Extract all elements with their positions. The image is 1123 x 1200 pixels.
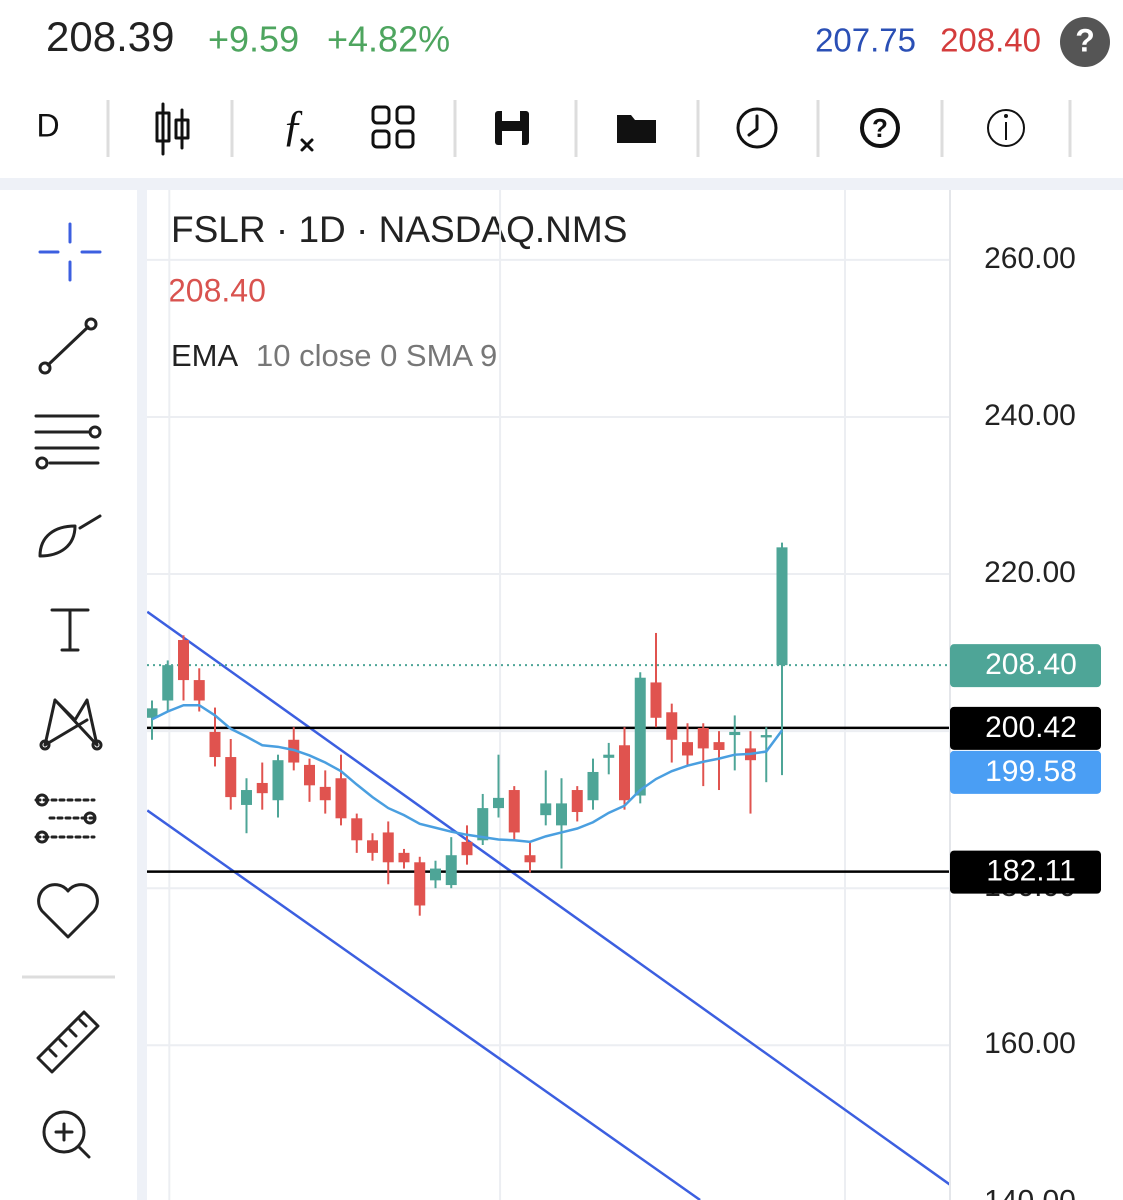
candle-body — [729, 731, 741, 736]
help-icon[interactable]: ? — [860, 108, 900, 148]
y-tick-label: 140.00 — [984, 1184, 1076, 1200]
candle-body — [713, 742, 725, 750]
brush-tool[interactable] — [38, 514, 102, 558]
zoom-tool[interactable] — [42, 1110, 91, 1159]
indicators-icon[interactable]: ƒ — [282, 101, 304, 150]
candle-body — [193, 680, 205, 701]
measure-tool[interactable] — [36, 1010, 100, 1074]
save-icon[interactable] — [495, 111, 529, 145]
candle-body — [367, 840, 378, 853]
candle-body — [540, 803, 552, 816]
candle-body — [304, 764, 315, 786]
clock-icon[interactable] — [736, 107, 778, 149]
candle-body — [414, 862, 426, 906]
change-pct: +4.82% — [327, 19, 450, 60]
candle-body — [319, 786, 331, 801]
candle-body — [508, 790, 520, 833]
price-tag-label: 182.11 — [986, 855, 1076, 888]
candle-body — [493, 797, 504, 809]
chart: 140.00160.00180.00200.00220.00240.00260.… — [147, 190, 1101, 1200]
trend-line — [147, 610, 950, 1187]
candle-body — [256, 782, 268, 794]
candle-body — [603, 754, 615, 758]
interval[interactable]: D — [36, 107, 59, 143]
candle-body — [477, 808, 489, 841]
indicator-line — [151, 703, 784, 844]
chart-title: FSLR · 1D · NASDAQ.NMS — [171, 209, 627, 250]
fib-tool[interactable] — [34, 793, 97, 844]
candle-body — [241, 790, 252, 805]
text-tool[interactable] — [50, 608, 90, 652]
ask: 208.40 — [940, 22, 1041, 59]
candle-body — [571, 790, 583, 813]
hlines-tool[interactable] — [34, 414, 102, 470]
indicators-icon-x — [300, 138, 314, 152]
price-tag — [950, 644, 1101, 688]
price-tag-label: 200.42 — [985, 711, 1077, 744]
price-tag-label: 199.58 — [985, 755, 1077, 788]
candle-body — [619, 745, 630, 801]
price-tag — [950, 850, 1101, 894]
help-button[interactable] — [1060, 17, 1110, 67]
pattern-tool[interactable] — [39, 698, 103, 751]
indicator-params: 10 close 0 SMA 9 — [256, 338, 497, 373]
crosshair-tool[interactable] — [38, 222, 102, 282]
candle-body — [430, 868, 441, 881]
separator — [0, 178, 1123, 190]
change: +9.59 — [208, 19, 299, 60]
chart-type-icon[interactable] — [155, 102, 190, 156]
candle-body — [776, 547, 788, 666]
help-text: ? — [1075, 22, 1095, 58]
indicator-name: EMA — [171, 338, 239, 373]
candle-body — [272, 760, 284, 801]
candle-body — [760, 735, 772, 738]
y-tick-label: 160.00 — [984, 1027, 1076, 1060]
candle-body — [398, 852, 410, 863]
price-tag — [950, 706, 1101, 750]
candle-body — [666, 712, 678, 740]
svg-text:?: ? — [872, 113, 888, 143]
line-tool[interactable] — [38, 317, 98, 375]
candle-body — [225, 757, 237, 798]
bid: 207.75 — [815, 22, 916, 59]
candle-body — [445, 855, 457, 886]
y-tick-label: 240.00 — [984, 399, 1076, 432]
candle-body — [178, 640, 189, 681]
layout-icon[interactable] — [371, 105, 415, 149]
candle-body — [351, 818, 363, 841]
trend-line — [147, 809, 701, 1200]
candle-body — [682, 742, 693, 756]
candle-body — [209, 731, 221, 758]
candle-body — [650, 682, 662, 718]
y-tick-label: 260.00 — [984, 242, 1076, 275]
last-price: 208.39 — [46, 13, 174, 60]
info-icon[interactable] — [987, 109, 1025, 147]
price-tag — [950, 750, 1101, 794]
candle-body — [587, 771, 599, 801]
price-tag-label: 208.40 — [985, 648, 1077, 681]
separator — [137, 190, 147, 1200]
candle-body — [461, 841, 473, 856]
open-icon[interactable] — [617, 115, 656, 143]
legend-price: 208.40 — [168, 272, 266, 308]
favorites-tool[interactable] — [37, 883, 99, 939]
candle-body — [556, 803, 567, 826]
toolbar-separators — [106, 100, 1072, 157]
candle-body — [524, 855, 536, 863]
candle-body — [147, 708, 158, 718]
candle-body — [634, 677, 646, 796]
candle-body — [382, 832, 394, 863]
plot-area — [147, 190, 950, 1200]
candle-body — [697, 727, 709, 749]
candle-body — [335, 778, 347, 819]
candle-body — [162, 665, 174, 701]
y-tick-label: 220.00 — [984, 556, 1076, 589]
